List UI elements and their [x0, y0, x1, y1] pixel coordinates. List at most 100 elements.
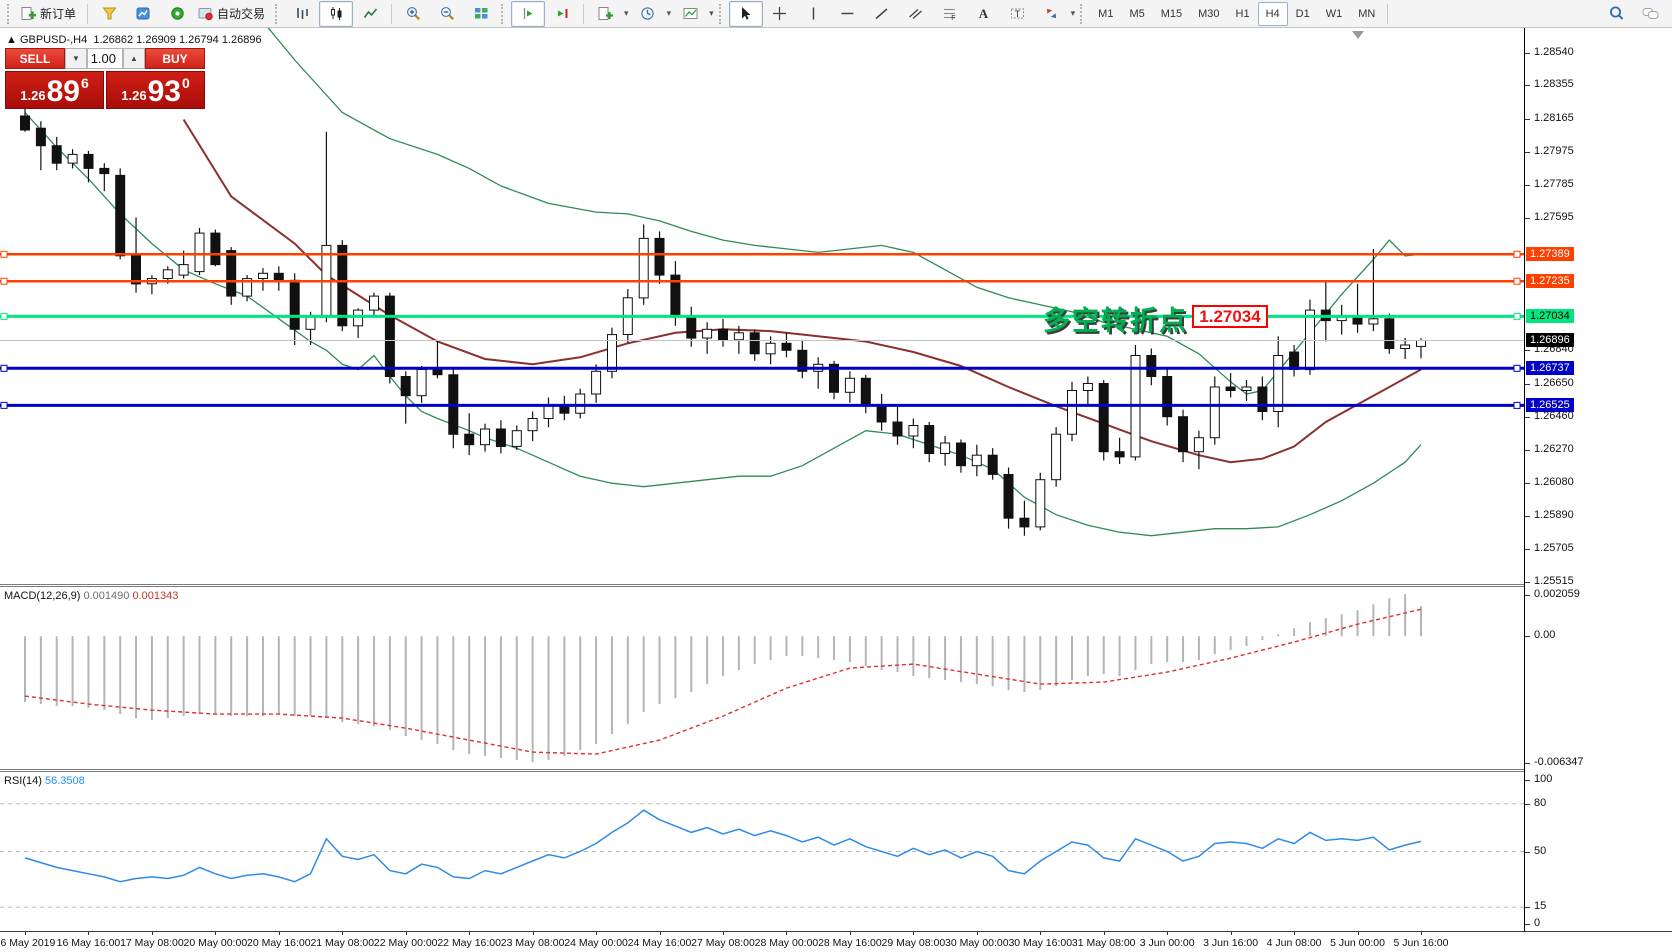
sell-button[interactable]: SELL: [5, 48, 65, 69]
period-clock-button[interactable]: [631, 1, 665, 27]
main-chart-pane[interactable]: ▲ GBPUSD-,H4 1.26862 1.26909 1.26794 1.2…: [0, 28, 1524, 584]
axis-tick: [1525, 924, 1530, 925]
cursor-tool-button[interactable]: [728, 0, 763, 27]
trendline-tool-button[interactable]: [865, 1, 899, 27]
new-order-label: 新订单: [40, 7, 77, 21]
bar-chart-button[interactable]: [285, 1, 319, 27]
toolbar-grip: [7, 3, 14, 24]
one-click-trade-panel: SELL ▼ 1.00 ▲ BUY 1.26 89 6 1.26 93 0: [5, 48, 205, 109]
signal-icon: [170, 6, 185, 21]
fibonacci-tool-button[interactable]: F: [933, 1, 967, 27]
timeframe-button-M15[interactable]: M15: [1160, 7, 1183, 20]
collapse-arrow-icon[interactable]: ▲: [6, 34, 20, 46]
timeframe-button-M5[interactable]: M5: [1129, 7, 1145, 20]
pane-separator[interactable]: [0, 584, 1672, 587]
autotrade-button[interactable]: 自动交易: [194, 1, 272, 27]
autoscroll-button[interactable]: [545, 1, 579, 27]
overlay-upper-band: [267, 28, 1422, 395]
price-axis[interactable]: 1.28540 1.28355 1.28165 1.27975 1.27785 1.275…: [1524, 28, 1672, 931]
pane-separator[interactable]: [0, 769, 1672, 772]
period-dropdown[interactable]: ▾: [666, 8, 672, 18]
price-tag: 1.26896: [1526, 333, 1574, 348]
arrows-dropdown[interactable]: ▾: [1070, 8, 1076, 18]
autotrade-icon: [198, 6, 213, 21]
buy-button[interactable]: BUY: [145, 48, 205, 69]
line-handle[interactable]: [0, 277, 8, 285]
line-handle[interactable]: [0, 364, 8, 372]
timeframe-button-MN[interactable]: MN: [1358, 7, 1376, 20]
axis-tick: [1525, 449, 1530, 451]
new-order-button[interactable]: 新订单: [17, 1, 83, 27]
sell-price-button[interactable]: 1.26 89 6: [5, 71, 104, 109]
time-axis[interactable]: 16 May 2019 16 May 16:00 17 May 08:00 20 Ma…: [0, 931, 1672, 952]
timeframe-button-H4[interactable]: H4: [1257, 1, 1288, 26]
timeframe-button-M1[interactable]: M1: [1098, 7, 1114, 20]
line-handle[interactable]: [0, 250, 8, 258]
chart-ohlc-header: ▲ GBPUSD-,H4 1.26862 1.26909 1.26794 1.2…: [6, 34, 262, 46]
line-handle[interactable]: [1513, 401, 1521, 409]
channel-tool-button[interactable]: [899, 1, 933, 27]
chart-shift-marker[interactable]: [1352, 31, 1364, 39]
axis-tick: [1525, 763, 1530, 764]
line-handle[interactable]: [1513, 364, 1521, 372]
time-label: 27 May 08:00: [691, 937, 755, 949]
line-handle[interactable]: [0, 401, 8, 409]
candle-chart-button[interactable]: [319, 0, 354, 27]
candles-layer[interactable]: [20, 107, 1426, 536]
arrows-tool-button[interactable]: [1035, 1, 1069, 27]
tile-windows-button[interactable]: [464, 1, 498, 27]
timeframe-button-H1[interactable]: H1: [1235, 7, 1250, 20]
label-tool-button[interactable]: T: [1001, 1, 1035, 27]
toolbar: 新订单 自动交易 ▾ ▾ ▾ F A: [0, 0, 1672, 28]
new-chart-dropdown[interactable]: ▾: [624, 8, 629, 18]
time-tick: [913, 932, 915, 935]
line-handle[interactable]: [1513, 312, 1521, 320]
search-button[interactable]: [1600, 1, 1634, 27]
overlay-middle-ma: [182, 118, 1422, 464]
overlay-lower-band: [24, 112, 1422, 537]
chart-shift-button[interactable]: [511, 0, 546, 27]
axis-tick-label: 0.002059: [1534, 588, 1580, 600]
candlestick-chart[interactable]: [0, 28, 1524, 584]
vertical-line-tool-button[interactable]: [797, 1, 831, 27]
time-tick: [25, 932, 26, 935]
axis-tick: [1525, 516, 1530, 518]
timeframe-button-M30[interactable]: M30: [1198, 7, 1220, 20]
new-order-icon: [21, 6, 36, 21]
rsi-chart[interactable]: [0, 772, 1524, 931]
new-chart-button[interactable]: [588, 1, 622, 27]
horizontal-line-tool-button[interactable]: [831, 1, 865, 27]
buy-price-button[interactable]: 1.26 93 0: [106, 71, 205, 109]
chart-annotation-price-label[interactable]: 1.27034: [1192, 305, 1268, 329]
chart-annotation-text[interactable]: 多空转折点: [1043, 306, 1188, 337]
zoom-in-button[interactable]: [396, 1, 430, 27]
macd-pane[interactable]: MACD(12,26,9) 0.001490 0.001343: [0, 587, 1524, 769]
crosshair-tool-button[interactable]: [763, 1, 797, 27]
volume-decrease-button[interactable]: ▼: [65, 48, 87, 69]
macd-main-value: 0.001490: [83, 590, 130, 602]
line-chart-button[interactable]: [353, 1, 387, 27]
text-tool-button[interactable]: A: [967, 1, 1001, 27]
indicator-window-button[interactable]: [673, 1, 707, 27]
axis-tick-label: 1.26270: [1534, 442, 1574, 455]
timeframe-button-D1[interactable]: D1: [1295, 7, 1310, 20]
timeframe-button-W1[interactable]: W1: [1325, 7, 1343, 20]
rsi-pane[interactable]: RSI(14) 56.3508: [0, 772, 1524, 931]
axis-tick: [1525, 907, 1530, 909]
macd-chart[interactable]: [0, 587, 1524, 769]
profile-button[interactable]: [92, 1, 126, 27]
line-handle[interactable]: [0, 312, 8, 320]
trendline-icon: [874, 6, 889, 21]
line-handle[interactable]: [1513, 277, 1521, 285]
signals-button[interactable]: [160, 1, 194, 27]
zoom-out-button[interactable]: [430, 1, 464, 27]
volume-input[interactable]: 1.00: [87, 48, 123, 69]
market-watch-button[interactable]: [126, 1, 160, 27]
line-handle[interactable]: [1513, 250, 1521, 258]
chat-button[interactable]: [1634, 1, 1668, 27]
volume-increase-button[interactable]: ▲: [123, 48, 145, 69]
sell-price-big: 89: [46, 75, 80, 108]
indicator-dropdown[interactable]: ▾: [709, 8, 714, 18]
time-tick: [532, 932, 534, 935]
time-label: 31 May 08:00: [1071, 937, 1136, 949]
